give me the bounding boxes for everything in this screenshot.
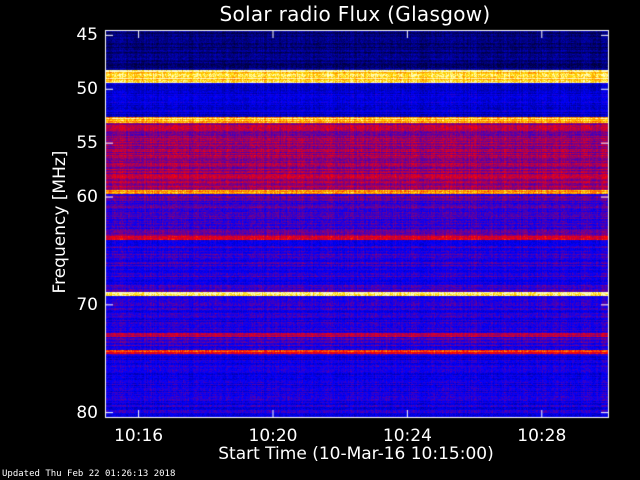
x-axis-label: Start Time (10-Mar-16 10:15:00) [218,444,494,464]
x-tick-label: 10:24 [382,426,432,446]
x-tick-label: 10:28 [517,426,567,446]
y-tick-label: 50 [76,79,98,100]
updated-timestamp: Updated Thu Feb 22 01:26:13 2018 [2,469,176,479]
y-tick-label: 80 [76,402,98,423]
y-axis-label: Frequency [MHz] [50,150,70,294]
y-tick-label: 70 [76,294,98,315]
y-tick-label: 45 [76,25,98,46]
y-tick-label: 55 [76,133,98,154]
x-tick-label: 10:16 [114,426,164,446]
chart-title: Solar radio Flux (Glasgow) [219,2,491,26]
x-tick-label: 10:20 [248,426,298,446]
y-tick-label: 60 [76,187,98,208]
